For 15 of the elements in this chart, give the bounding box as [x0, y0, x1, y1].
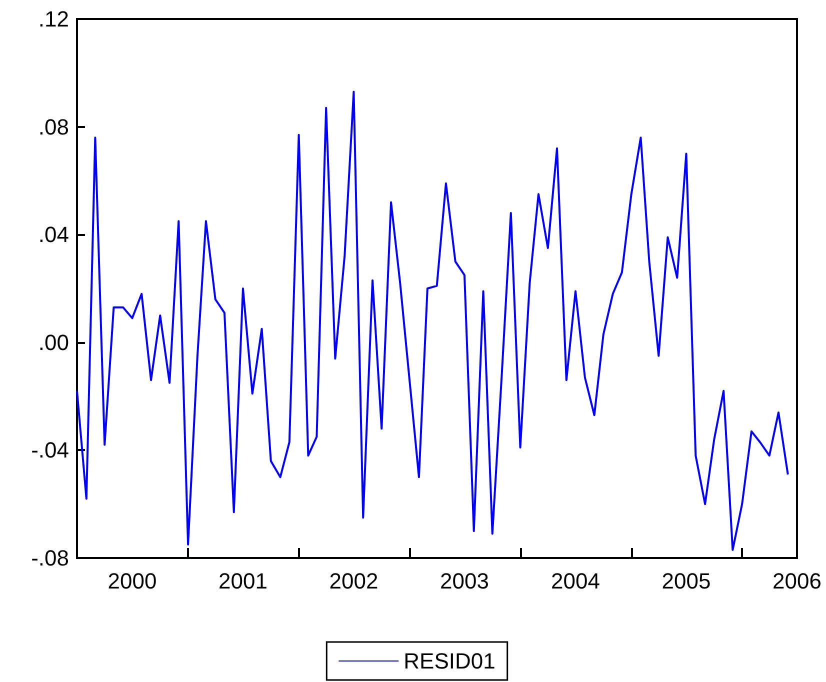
- legend-label: RESID01: [404, 648, 496, 674]
- x-tick-label: 2006: [772, 568, 822, 594]
- y-tick-label: .04: [38, 222, 69, 248]
- x-tick-label: 2000: [108, 568, 157, 594]
- y-tick-label: .08: [38, 114, 69, 140]
- y-tick-label: .12: [38, 6, 69, 32]
- x-tick-label: 2001: [218, 568, 268, 594]
- x-tick-label: 2005: [662, 568, 711, 594]
- x-tick-label: 2002: [329, 568, 378, 594]
- x-tick-label: 2003: [440, 568, 489, 594]
- x-tick-label: 2004: [551, 568, 600, 594]
- y-tick-label: .00: [38, 330, 69, 355]
- y-tick-label: -.08: [31, 546, 69, 570]
- line-series: [76, 90, 789, 551]
- y-tick-label: -.04: [31, 438, 69, 463]
